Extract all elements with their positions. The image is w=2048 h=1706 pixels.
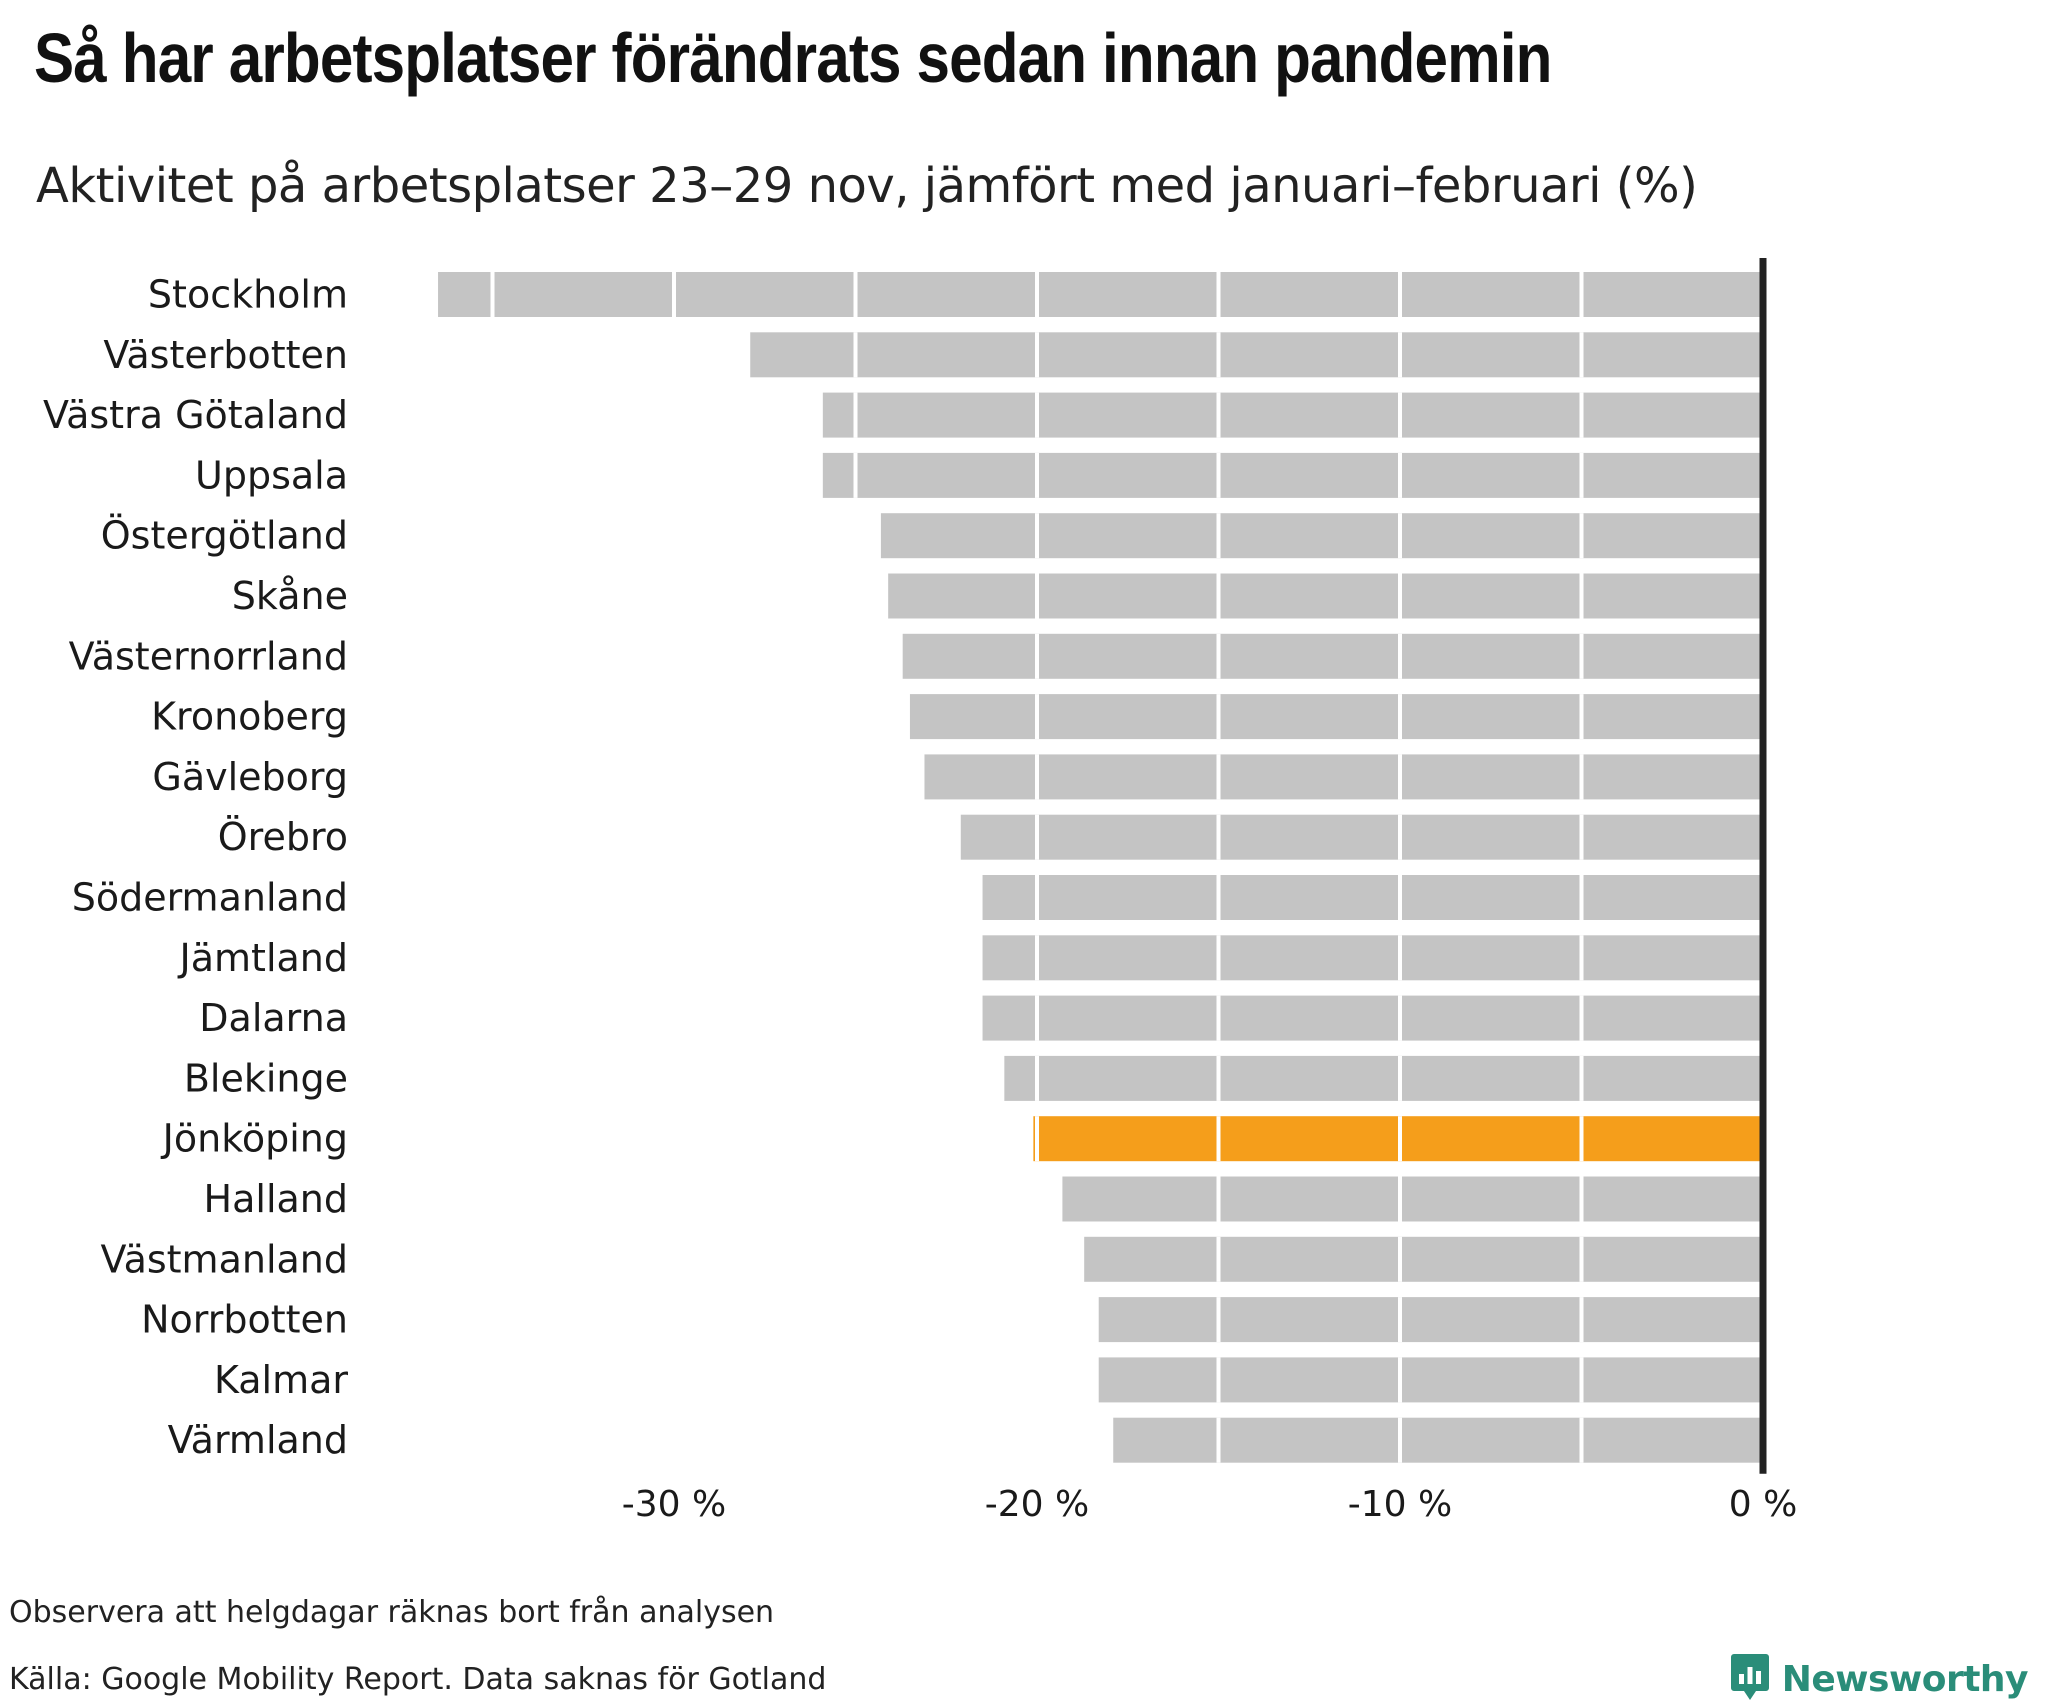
- category-label: Skåne: [232, 574, 348, 618]
- x-tick-label: -30 %: [622, 1484, 726, 1525]
- category-label: Blekinge: [184, 1056, 348, 1100]
- newsworthy-logo-icon: [1730, 1652, 1770, 1706]
- bar-västerbotten: [750, 332, 1763, 378]
- category-label: Västmanland: [101, 1237, 348, 1281]
- bar-kronoberg: [909, 694, 1763, 740]
- category-label: Stockholm: [148, 273, 348, 317]
- category-label: Jämtland: [178, 936, 348, 980]
- x-tick-label: 0 %: [1729, 1484, 1798, 1525]
- bar-örebro: [960, 814, 1763, 860]
- bar-stockholm: [438, 272, 1763, 317]
- chart-subtitle: Aktivitet på arbetsplatser 23–29 nov, jä…: [36, 158, 1698, 214]
- bar-västernorrland: [902, 633, 1763, 679]
- bar-blekinge: [1004, 1055, 1763, 1101]
- footer-note: Observera att helgdagar räknas bort från…: [9, 1595, 775, 1630]
- bar-skåne: [888, 573, 1763, 619]
- bar-jämtland: [982, 935, 1763, 981]
- category-label: Kalmar: [214, 1358, 348, 1402]
- category-label: Örebro: [218, 815, 348, 859]
- category-label: Uppsala: [195, 453, 348, 497]
- bar-norrbotten: [1098, 1297, 1763, 1343]
- bar-södermanland: [982, 875, 1763, 920]
- bar-dalarna: [982, 995, 1763, 1041]
- footer-source: Källa: Google Mobility Report. Data sakn…: [9, 1662, 827, 1697]
- brand-name: Newsworthy: [1781, 1658, 2029, 1700]
- chart-title: Så har arbetsplatser förändrats sedan in…: [34, 19, 1552, 97]
- bar-kalmar: [1098, 1357, 1763, 1403]
- bar-värmland: [1113, 1417, 1763, 1463]
- bar-gävleborg: [924, 754, 1763, 800]
- category-label: Gävleborg: [152, 755, 348, 799]
- x-tick-label: -10 %: [1348, 1484, 1452, 1525]
- bar-västmanland: [1084, 1236, 1763, 1282]
- category-label: Västernorrland: [69, 634, 348, 678]
- category-label: Halland: [204, 1177, 348, 1221]
- bar-halland: [1062, 1176, 1763, 1222]
- category-label: Värmland: [168, 1418, 348, 1462]
- brand: Newsworthy: [1730, 1652, 2029, 1706]
- category-label: Kronoberg: [151, 695, 348, 739]
- category-label: Västra Götaland: [43, 393, 348, 437]
- bar-uppsala: [822, 452, 1763, 498]
- category-label: Dalarna: [199, 996, 348, 1040]
- bar-östergötland: [880, 513, 1763, 559]
- x-tick-label: -20 %: [985, 1484, 1089, 1525]
- category-label: Jönköping: [161, 1117, 348, 1161]
- category-label: Östergötland: [101, 514, 348, 558]
- category-label: Västerbotten: [103, 333, 348, 377]
- category-label: Norrbotten: [141, 1298, 348, 1342]
- category-label: Södermanland: [72, 876, 348, 920]
- bar-chart: Stockholm Västerbotten Västra Götaland Upps…: [43, 258, 1798, 1525]
- bar-västra-götaland: [822, 392, 1763, 438]
